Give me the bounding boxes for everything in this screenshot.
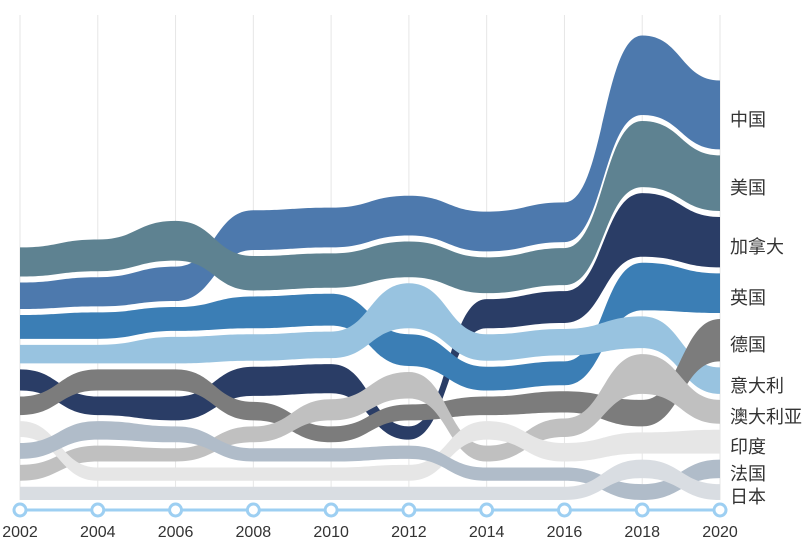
timeline-marker[interactable]	[170, 504, 182, 516]
x-axis-year: 2016	[547, 524, 583, 542]
timeline-marker[interactable]	[14, 504, 26, 516]
timeline-marker[interactable]	[325, 504, 337, 516]
x-axis-year: 2006	[158, 524, 194, 542]
timeline-marker[interactable]	[636, 504, 648, 516]
series-label-italy: 意大利	[730, 372, 784, 398]
series-label-japan: 日本	[730, 483, 766, 509]
series-label-germany: 德国	[730, 331, 766, 357]
timeline-marker[interactable]	[92, 504, 104, 516]
timeline-marker[interactable]	[403, 504, 415, 516]
series-label-canada: 加拿大	[730, 233, 784, 259]
series-label-australia: 澳大利亚	[730, 403, 802, 429]
chart-svg	[0, 0, 808, 552]
series-label-uk: 英国	[730, 284, 766, 310]
x-axis-year: 2008	[236, 524, 272, 542]
x-axis-year: 2018	[624, 524, 660, 542]
x-axis-year: 2002	[2, 524, 38, 542]
x-axis-year: 2004	[80, 524, 116, 542]
x-axis-year: 2010	[313, 524, 349, 542]
x-axis-year: 2012	[391, 524, 427, 542]
timeline-marker[interactable]	[481, 504, 493, 516]
timeline-marker[interactable]	[247, 504, 259, 516]
series-label-france: 法国	[730, 460, 766, 486]
x-axis-year: 2014	[469, 524, 505, 542]
series-label-china: 中国	[730, 106, 766, 132]
timeline-marker[interactable]	[558, 504, 570, 516]
timeline-marker[interactable]	[714, 504, 726, 516]
series-label-india: 印度	[730, 433, 766, 459]
series-label-usa: 美国	[730, 174, 766, 200]
bump-chart: 2002 2004 2006 2008 2010 2012 2014 2016 2018 2020…	[0, 0, 808, 552]
x-axis-year: 2020	[702, 524, 738, 542]
